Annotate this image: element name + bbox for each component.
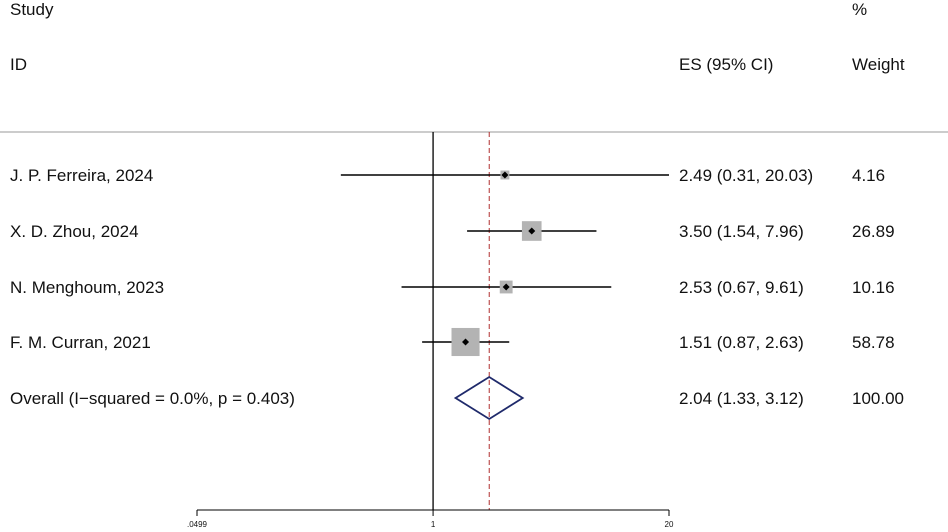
weight-menghoum: 10.16 (852, 278, 895, 297)
forest-marks (340, 170, 669, 421)
id-header: ID (10, 55, 27, 74)
study-label-menghoum: N. Menghoum, 2023 (10, 278, 165, 297)
overall-label: Overall (I−squared = 0.0%, p = 0.403) (10, 389, 295, 408)
weight-overall: 100.00 (852, 389, 904, 408)
percent-header: % (852, 0, 868, 19)
weight-zhou: 26.89 (852, 222, 895, 241)
es-ci-menghoum: 2.53 (0.67, 9.61) (679, 278, 804, 297)
x-axis-ticks: .0499 1 20 (187, 510, 674, 529)
es-ci-zhou: 3.50 (1.54, 7.96) (679, 222, 804, 241)
weight-curran: 58.78 (852, 333, 895, 352)
overall-diamond (453, 375, 525, 421)
weight-header: Weight (852, 55, 905, 74)
point-estimate (502, 283, 510, 291)
es-ci-ferreira: 2.49 (0.31, 20.03) (679, 166, 814, 185)
es-ci-overall: 2.04 (1.33, 3.12) (679, 389, 804, 408)
study-header: Study (10, 0, 54, 19)
point-estimate (501, 171, 509, 179)
es-ci-curran: 1.51 (0.87, 2.63) (679, 333, 804, 352)
x-tick-label: 1 (431, 520, 436, 529)
point-estimate (528, 227, 536, 235)
point-estimate (462, 338, 470, 346)
x-tick-label: .0499 (187, 520, 208, 529)
study-label-curran: F. M. Curran, 2021 (10, 333, 151, 352)
study-label-ferreira: J. P. Ferreira, 2024 (10, 166, 154, 185)
x-tick-label: 20 (665, 520, 674, 529)
es-header: ES (95% CI) (679, 55, 774, 74)
weight-ferreira: 4.16 (852, 166, 886, 185)
study-label-zhou: X. D. Zhou, 2024 (10, 222, 139, 241)
